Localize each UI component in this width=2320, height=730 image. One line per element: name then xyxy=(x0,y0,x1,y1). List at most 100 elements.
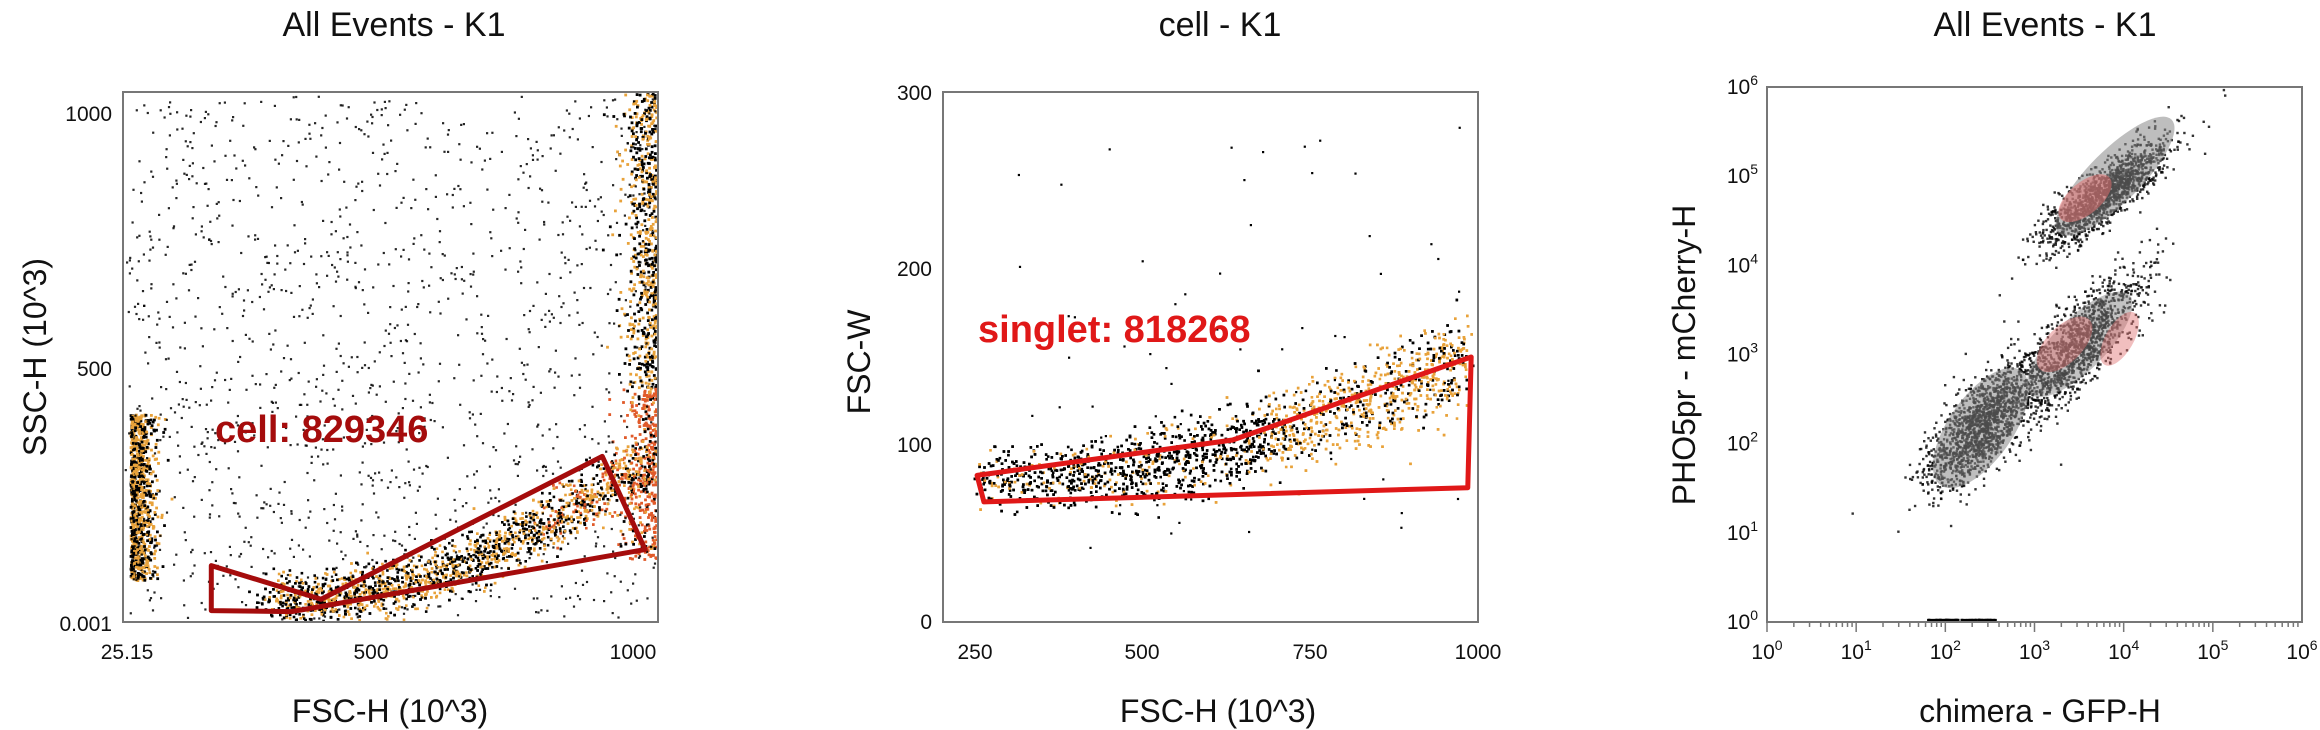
event-point xyxy=(148,482,151,486)
event-point xyxy=(457,184,460,188)
event-point xyxy=(136,496,140,500)
event-point xyxy=(488,531,492,534)
event-point xyxy=(643,430,647,434)
event-point xyxy=(638,202,641,206)
event-point xyxy=(422,286,425,289)
event-point xyxy=(650,499,654,503)
event-point xyxy=(533,522,537,526)
event-point xyxy=(505,559,509,562)
event-point xyxy=(374,584,377,587)
event-point xyxy=(132,519,136,522)
event-point xyxy=(603,99,606,102)
event-point xyxy=(375,561,379,565)
event-point xyxy=(624,347,628,351)
event-point xyxy=(517,461,521,464)
event-point xyxy=(422,363,425,366)
event-point xyxy=(508,390,511,393)
event-point xyxy=(473,543,477,547)
event-point xyxy=(140,440,144,444)
event-point xyxy=(651,273,655,277)
event-point xyxy=(605,388,608,391)
event-point xyxy=(640,100,644,103)
event-point xyxy=(143,181,146,184)
event-point xyxy=(419,357,422,360)
event-point xyxy=(630,170,634,174)
event-point xyxy=(655,250,658,253)
event-point xyxy=(216,582,219,585)
event-point xyxy=(477,547,481,551)
event-point xyxy=(290,606,293,609)
event-point xyxy=(639,366,642,370)
event-point xyxy=(653,100,656,103)
event-point xyxy=(634,436,637,440)
event-point xyxy=(654,319,657,323)
event-point xyxy=(647,523,650,526)
event-point xyxy=(141,578,145,582)
event-point xyxy=(634,197,638,201)
event-point xyxy=(648,455,651,459)
event-point xyxy=(403,606,407,610)
event-point xyxy=(325,573,329,576)
event-point xyxy=(400,568,404,572)
event-point xyxy=(417,371,420,374)
event-point xyxy=(152,525,156,529)
event-point xyxy=(360,584,363,588)
event-point xyxy=(348,590,352,593)
event-point xyxy=(528,548,531,551)
event-point xyxy=(153,565,157,568)
event-point xyxy=(569,488,573,491)
event-point xyxy=(137,536,141,539)
event-point xyxy=(485,561,488,565)
event-point xyxy=(300,571,304,575)
event-point xyxy=(638,167,642,170)
event-point xyxy=(364,588,368,591)
event-point xyxy=(129,505,133,509)
event-point xyxy=(616,118,619,121)
event-point xyxy=(338,578,341,581)
event-point xyxy=(608,391,611,394)
event-point xyxy=(638,193,641,196)
event-point xyxy=(136,525,139,528)
event-point xyxy=(617,480,621,483)
event-point xyxy=(453,545,457,548)
event-point xyxy=(585,247,588,251)
event-point xyxy=(647,352,651,355)
event-point xyxy=(277,579,280,582)
event-point xyxy=(574,490,577,493)
event-point xyxy=(630,146,633,149)
event-point xyxy=(545,561,548,564)
event-point xyxy=(401,576,404,579)
event-point xyxy=(637,414,641,418)
event-point xyxy=(654,256,658,259)
event-point xyxy=(588,199,592,202)
event-point xyxy=(142,449,146,452)
event-point xyxy=(655,434,658,437)
event-point xyxy=(644,337,648,341)
event-point xyxy=(647,283,651,287)
event-point xyxy=(651,469,655,472)
event-point xyxy=(419,342,422,345)
event-point xyxy=(570,479,574,483)
event-point xyxy=(239,355,242,359)
event-point xyxy=(580,205,583,208)
event-point xyxy=(142,526,145,529)
event-point xyxy=(507,528,510,531)
event-point xyxy=(362,585,366,588)
event-point xyxy=(624,222,628,226)
event-point xyxy=(644,198,648,201)
event-point xyxy=(647,243,651,246)
event-point xyxy=(323,611,327,614)
event-point xyxy=(143,428,147,432)
event-point xyxy=(130,462,134,465)
event-point xyxy=(636,207,639,211)
event-point xyxy=(650,156,654,159)
event-point xyxy=(133,492,136,495)
event-point xyxy=(155,541,159,545)
event-point xyxy=(640,291,643,295)
event-point xyxy=(130,431,134,435)
event-point xyxy=(632,184,636,188)
event-point xyxy=(545,505,548,509)
event-point xyxy=(463,556,466,560)
event-point xyxy=(136,481,139,484)
event-point xyxy=(273,273,276,276)
